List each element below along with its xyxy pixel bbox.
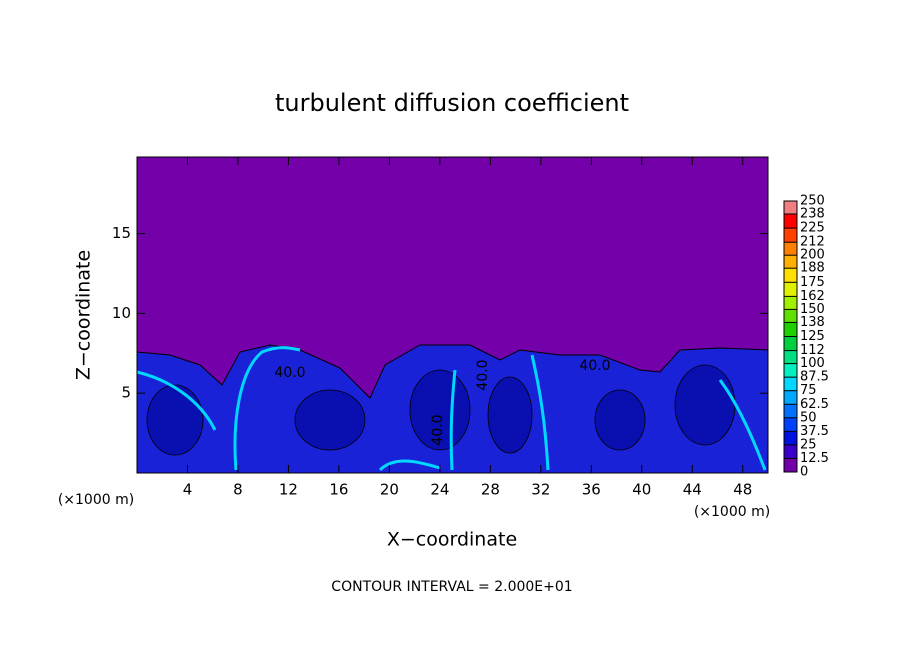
colorbar-label: 212 <box>800 235 825 250</box>
colorbar-label: 250 <box>800 194 825 209</box>
colorbar-band <box>784 268 797 283</box>
colorbar-band <box>784 390 797 405</box>
colorbar-label: 100 <box>800 356 825 371</box>
x-unit: (×1000 m) <box>694 504 770 520</box>
colorbar-band <box>784 228 797 243</box>
contour-label: 40.0 <box>579 358 610 374</box>
colorbar-band <box>784 201 797 215</box>
colorbar-label: 0 <box>800 465 808 480</box>
colorbar-band <box>784 444 797 459</box>
colorbar-band <box>784 363 797 378</box>
colorbar-band <box>784 404 797 418</box>
colorbar-band <box>784 417 797 432</box>
colorbar-label: 37.5 <box>800 424 829 439</box>
footnote: CONTOUR INTERVAL = 2.000E+01 <box>331 579 572 595</box>
y-tick-label: 5 <box>121 384 131 402</box>
colorbar-label: 188 <box>800 261 825 276</box>
colorbar-band <box>784 242 797 256</box>
chart-title: turbulent diffusion coefficient <box>275 89 629 117</box>
x-tick-label: 24 <box>430 481 449 499</box>
colorbar-band <box>784 458 797 472</box>
x-tick-label: 36 <box>582 481 601 499</box>
colorbar-band <box>784 309 797 323</box>
x-tick-label: 48 <box>733 481 752 499</box>
x-tick-label: 20 <box>380 481 399 499</box>
y-unit: (×1000 m) <box>58 492 134 508</box>
colorbar-label: 238 <box>800 207 825 222</box>
colorbar-label: 12.5 <box>800 451 829 466</box>
colorbar-label: 150 <box>800 302 825 317</box>
y-tick-label: 15 <box>112 224 131 242</box>
colorbar-band <box>784 350 797 364</box>
x-tick-label: 16 <box>329 481 348 499</box>
colorbar-label: 175 <box>800 275 825 290</box>
colorbar-label: 62.5 <box>800 397 829 412</box>
colorbar-label: 87.5 <box>800 370 829 385</box>
colorbar-band <box>784 431 797 445</box>
colorbar-band <box>784 296 797 310</box>
y-axis-label: Z−coordinate <box>73 250 95 380</box>
field-streaks <box>136 346 767 472</box>
colorbar-label: 138 <box>800 315 825 330</box>
x-tick-label: 40 <box>632 481 651 499</box>
colorbar-band <box>784 214 797 229</box>
contour-label: 40.0 <box>274 365 305 381</box>
colorbar-band <box>784 322 797 337</box>
colorbar-label: 75 <box>800 383 817 398</box>
colorbar-band <box>784 336 797 351</box>
x-tick-label: 4 <box>183 481 193 499</box>
x-axis-label: X−coordinate <box>387 529 517 551</box>
colorbar-label: 225 <box>800 221 825 236</box>
colorbar-band <box>784 282 797 297</box>
x-tick-label: 44 <box>683 481 702 499</box>
colorbar-label: 125 <box>800 329 825 344</box>
plot-frame <box>136 156 769 474</box>
x-tick-label: 8 <box>233 481 243 499</box>
colorbar-label: 25 <box>800 437 817 452</box>
colorbar-label: 112 <box>800 343 825 358</box>
contour-label: 40.0 <box>430 414 446 445</box>
x-tick-label: 28 <box>481 481 500 499</box>
colorbar-label: 50 <box>800 410 817 425</box>
colorbar-band <box>784 255 797 269</box>
y-tick-label: 10 <box>112 304 131 322</box>
x-tick-label: 12 <box>279 481 298 499</box>
colorbar-label: 200 <box>800 248 825 263</box>
colorbar-band <box>784 377 797 391</box>
x-tick-label: 32 <box>531 481 550 499</box>
colorbar-label: 162 <box>800 289 825 304</box>
contour-label: 40.0 <box>475 359 491 390</box>
